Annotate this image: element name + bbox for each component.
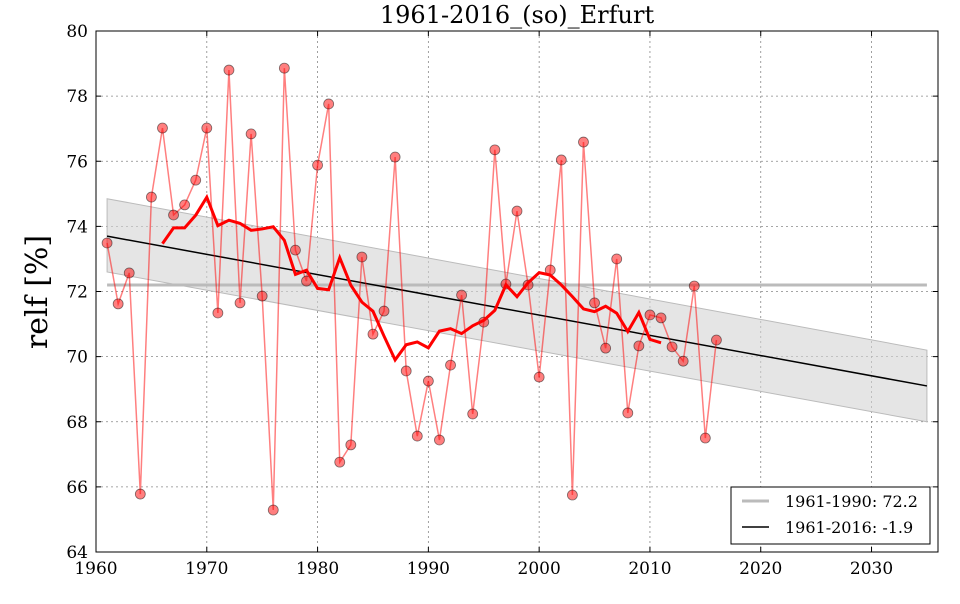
y-tick-label: 74 (66, 217, 88, 237)
data-point (367, 328, 379, 340)
y-tick-label: 64 (66, 543, 88, 563)
data-point (411, 430, 423, 442)
data-point (157, 122, 168, 134)
data-point (190, 174, 202, 186)
data-point (389, 151, 401, 163)
data-point (611, 253, 623, 265)
trend-line (106, 235, 928, 387)
data-point (711, 334, 722, 346)
y-tick-label: 70 (66, 348, 88, 368)
x-tick-label: 2020 (739, 559, 782, 579)
data-point (323, 98, 335, 110)
data-point (312, 159, 323, 171)
data-point (145, 191, 157, 203)
x-tick-label: 2010 (628, 559, 671, 579)
legend: 1961-1990: 72.2 1961-2016: -1.9 (730, 486, 931, 545)
data-point (456, 289, 468, 301)
data-point (134, 488, 146, 500)
data-point (633, 340, 645, 352)
y-tick-label: 66 (66, 478, 88, 498)
y-tick-label: 78 (66, 87, 88, 107)
data-point (622, 407, 634, 419)
chart-title: 1961-2016_(so)_Erfurt (380, 1, 655, 29)
data-point (400, 365, 412, 377)
data-point (212, 307, 224, 319)
data-point (267, 504, 279, 516)
x-tick-label: 2030 (850, 559, 893, 579)
data-point (278, 62, 290, 74)
data-point (345, 439, 357, 451)
data-point (655, 312, 667, 324)
x-tick-label: 1990 (407, 559, 450, 579)
data-point (555, 154, 567, 166)
data-point (688, 280, 700, 292)
data-point (467, 408, 479, 420)
data-point (445, 359, 456, 371)
data-point (566, 489, 578, 501)
data-point (699, 432, 711, 444)
data-point (334, 456, 346, 468)
data-point (589, 297, 600, 309)
y-tick-label: 80 (66, 22, 88, 42)
confidence-band (106, 198, 928, 423)
data-point (201, 122, 213, 134)
data-point (511, 205, 523, 217)
moving-average-line (161, 193, 662, 363)
x-tick-label: 2000 (518, 559, 561, 579)
data-point (600, 342, 612, 354)
data-point (666, 341, 678, 353)
data-point (112, 298, 124, 310)
data-point (434, 434, 445, 446)
data-point (533, 371, 545, 383)
data-point (378, 305, 390, 317)
y-tick-label: 76 (66, 152, 88, 172)
y-tick-label: 68 (66, 413, 88, 433)
y-tick-label: 72 (66, 283, 88, 303)
x-tick-label: 1980 (296, 559, 339, 579)
data-point (179, 199, 191, 211)
legend-trend-label: 1961-2016: -1.9 (785, 518, 913, 537)
data-point (644, 309, 656, 321)
data-point (123, 267, 135, 279)
data-point (677, 355, 689, 367)
annual-series-line (106, 68, 718, 511)
x-tick-label: 1960 (74, 559, 117, 579)
data-point (234, 297, 246, 309)
data-point (578, 136, 589, 148)
data-point (168, 209, 179, 221)
legend-reference-label: 1961-1990: 72.2 (785, 492, 918, 511)
data-point (245, 128, 257, 140)
y-axis-label: relf [%] (20, 235, 55, 349)
data-point (489, 144, 501, 156)
data-point (101, 237, 113, 249)
data-point (356, 251, 368, 263)
data-point (256, 290, 268, 302)
x-tick-label: 1970 (185, 559, 228, 579)
data-point (223, 64, 235, 76)
data-point (422, 375, 434, 387)
data-point (290, 244, 301, 256)
